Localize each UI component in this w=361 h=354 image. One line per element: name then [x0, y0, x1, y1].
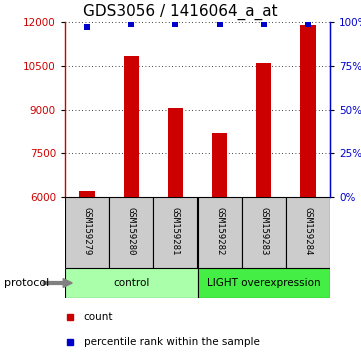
- Bar: [65, 268, 197, 298]
- Text: GSM159280: GSM159280: [127, 207, 136, 255]
- Bar: [212, 133, 227, 197]
- Bar: [256, 63, 271, 197]
- Text: protocol: protocol: [4, 278, 49, 288]
- Bar: [286, 197, 330, 268]
- Text: GSM159282: GSM159282: [215, 207, 224, 255]
- Text: LIGHT overexpression: LIGHT overexpression: [207, 278, 321, 288]
- Bar: [65, 197, 109, 268]
- Bar: [168, 108, 183, 197]
- Bar: [79, 190, 95, 197]
- Text: control: control: [113, 278, 149, 288]
- Text: GSM159281: GSM159281: [171, 207, 180, 255]
- Bar: [123, 56, 139, 197]
- Bar: [197, 197, 242, 268]
- Bar: [197, 268, 330, 298]
- Text: percentile rank within the sample: percentile rank within the sample: [83, 337, 260, 347]
- Bar: [153, 197, 197, 268]
- Bar: [300, 25, 316, 197]
- Bar: [242, 197, 286, 268]
- Text: GSM159283: GSM159283: [259, 207, 268, 255]
- Bar: [109, 197, 153, 268]
- Text: GSM159284: GSM159284: [303, 207, 312, 255]
- Text: count: count: [83, 312, 113, 322]
- Text: GDS3056 / 1416064_a_at: GDS3056 / 1416064_a_at: [83, 4, 278, 20]
- Text: GSM159279: GSM159279: [83, 207, 92, 255]
